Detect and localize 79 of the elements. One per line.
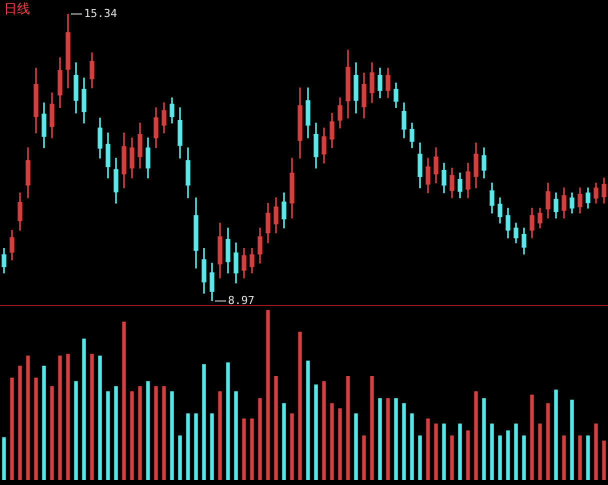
bar [474, 391, 478, 480]
bar [490, 424, 494, 480]
bar [514, 424, 518, 480]
bar [354, 413, 358, 480]
bar [290, 413, 294, 480]
bar [434, 424, 438, 480]
bar [586, 435, 590, 480]
bar [130, 391, 134, 480]
bar [466, 430, 470, 480]
bar [66, 354, 70, 480]
bar [538, 424, 542, 480]
bar [138, 386, 142, 480]
bar [58, 356, 62, 480]
bar [26, 356, 30, 480]
bar [234, 391, 238, 480]
bar [218, 391, 222, 480]
bar [170, 391, 174, 480]
bar [146, 381, 150, 480]
bar [82, 338, 86, 480]
bar [242, 418, 246, 480]
bar [42, 366, 46, 480]
bar [418, 435, 422, 480]
bar [458, 424, 462, 480]
bar [386, 398, 390, 480]
bar [2, 437, 6, 480]
bar [98, 356, 102, 480]
bar [402, 403, 406, 480]
bar [578, 435, 582, 480]
bar [90, 354, 94, 480]
bar [394, 398, 398, 480]
bar [34, 378, 38, 480]
bar [498, 435, 502, 480]
bar [362, 435, 366, 480]
bar [426, 418, 430, 480]
bar [482, 398, 486, 480]
bar [10, 378, 14, 480]
bar [594, 424, 598, 480]
bar [506, 430, 510, 480]
bar [274, 376, 278, 480]
bar [186, 413, 190, 480]
bar [282, 403, 286, 480]
bar [250, 418, 254, 480]
bar [106, 391, 110, 480]
bar [338, 408, 342, 480]
bar [50, 386, 54, 480]
bar [330, 403, 334, 480]
bar [298, 332, 302, 480]
annotation: 15.34 [84, 6, 118, 20]
bar [450, 435, 454, 480]
bar [154, 386, 158, 480]
bar [74, 381, 78, 480]
bar [602, 440, 606, 480]
bar [546, 403, 550, 480]
chart-title: 日线 [4, 1, 30, 18]
bar [258, 398, 262, 480]
bar [226, 362, 230, 480]
bar [210, 413, 214, 480]
bar [266, 310, 270, 480]
bar [522, 435, 526, 480]
bar [306, 360, 310, 480]
bar [202, 364, 206, 480]
bar [346, 376, 350, 480]
bar [562, 435, 566, 480]
bar [314, 384, 318, 480]
annotation: 8.97 [228, 294, 254, 307]
bar [178, 435, 182, 480]
bar [370, 376, 374, 480]
bar [530, 394, 534, 480]
bar [554, 390, 558, 480]
bar [570, 400, 574, 480]
bar [162, 386, 166, 480]
bar [122, 322, 126, 480]
bar [18, 366, 22, 480]
bar [410, 413, 414, 480]
bar [442, 424, 446, 480]
bar [114, 386, 118, 480]
bar [322, 381, 326, 480]
bar [194, 413, 198, 480]
bar [378, 398, 382, 480]
